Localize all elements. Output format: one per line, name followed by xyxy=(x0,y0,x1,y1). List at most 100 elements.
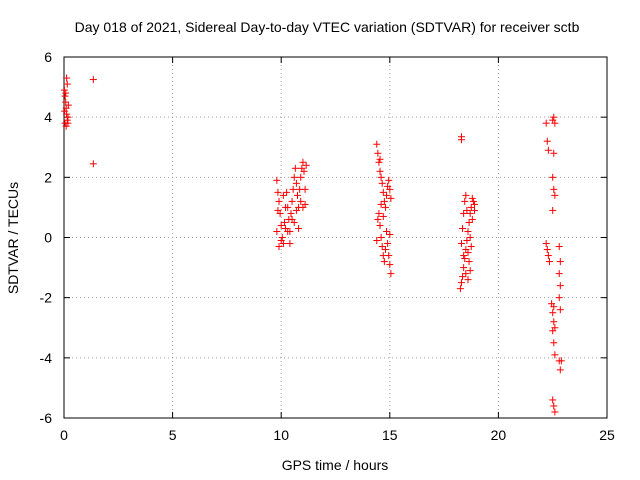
data-point xyxy=(556,258,564,266)
data-point xyxy=(550,318,558,326)
data-point xyxy=(381,246,389,254)
data-point xyxy=(464,276,472,284)
data-point xyxy=(383,227,391,235)
x-tick-label: 25 xyxy=(599,427,615,443)
data-point xyxy=(471,206,479,214)
x-tick-label: 5 xyxy=(169,427,177,443)
data-point xyxy=(556,306,564,314)
data-point xyxy=(375,209,383,217)
data-point xyxy=(376,221,384,229)
data-point xyxy=(468,194,476,202)
data-point xyxy=(275,197,283,205)
y-tick-label: -6 xyxy=(40,410,53,426)
x-tick-label: 10 xyxy=(273,427,289,443)
data-point xyxy=(283,188,291,196)
data-point xyxy=(61,92,69,100)
data-point xyxy=(89,76,97,84)
data-point xyxy=(551,408,559,416)
data-point xyxy=(386,230,394,238)
data-point xyxy=(544,252,552,260)
data-point xyxy=(465,218,473,226)
data-point xyxy=(301,185,309,193)
data-point xyxy=(295,224,303,232)
data-point xyxy=(377,234,385,241)
data-point xyxy=(89,160,97,168)
data-point xyxy=(63,74,71,82)
data-point xyxy=(469,197,477,205)
data-point xyxy=(292,179,300,187)
data-point xyxy=(383,191,391,199)
data-point xyxy=(551,324,559,332)
data-point xyxy=(467,243,475,251)
data-point xyxy=(274,188,282,196)
data-point xyxy=(275,243,283,251)
data-point xyxy=(557,357,565,365)
data-point xyxy=(386,185,394,193)
data-point xyxy=(302,161,310,169)
data-point xyxy=(288,215,296,223)
data-point xyxy=(288,197,296,205)
x-tick-label: 0 xyxy=(60,427,68,443)
data-point xyxy=(550,402,558,410)
data-point xyxy=(379,212,387,220)
data-point xyxy=(60,86,68,94)
data-point xyxy=(299,158,307,166)
data-point xyxy=(374,149,382,157)
data-point xyxy=(377,173,385,181)
data-point xyxy=(277,237,285,245)
data-point xyxy=(385,252,393,260)
data-point xyxy=(289,185,297,193)
data-point xyxy=(549,206,557,214)
data-point xyxy=(63,80,71,88)
data-point xyxy=(274,206,282,214)
data-point xyxy=(465,258,473,266)
data-point xyxy=(291,164,299,172)
data-point xyxy=(550,339,558,347)
data-point xyxy=(551,351,559,359)
data-point xyxy=(464,227,472,235)
data-point xyxy=(374,215,382,223)
data-point xyxy=(542,119,550,127)
data-point xyxy=(300,167,308,175)
data-point xyxy=(378,243,386,251)
data-point xyxy=(64,101,72,109)
data-point xyxy=(286,240,294,248)
data-points xyxy=(60,74,565,416)
data-point xyxy=(468,215,476,223)
data-point xyxy=(549,309,557,317)
data-point xyxy=(284,227,292,235)
data-point xyxy=(278,234,286,241)
data-point xyxy=(280,218,288,226)
data-point xyxy=(549,396,557,404)
data-point xyxy=(62,122,70,130)
data-point xyxy=(459,273,467,281)
data-point xyxy=(550,185,558,193)
data-point xyxy=(290,173,298,181)
data-point xyxy=(64,113,72,121)
data-point xyxy=(545,258,553,266)
data-point xyxy=(471,200,479,208)
data-point xyxy=(456,285,464,293)
axis-ticks: 0 5 10 15 20 25 -6 -4 -2 0 2 4 6 xyxy=(40,49,615,443)
data-point xyxy=(466,209,474,217)
y-tick-label: 0 xyxy=(44,230,52,246)
chart-title: Day 018 of 2021, Sidereal Day-to-day VTE… xyxy=(75,19,580,35)
data-point xyxy=(543,137,551,145)
data-point xyxy=(380,197,388,205)
data-point xyxy=(379,188,387,196)
data-point xyxy=(550,303,558,311)
data-point xyxy=(466,267,474,275)
data-point xyxy=(373,140,381,148)
data-point xyxy=(466,234,474,241)
data-point xyxy=(273,227,281,235)
x-tick-label: 20 xyxy=(491,427,507,443)
data-point xyxy=(378,179,386,187)
y-axis-label: SDTVAR / TECUs xyxy=(5,182,21,294)
data-point xyxy=(550,149,558,157)
data-point xyxy=(284,203,292,211)
data-point xyxy=(555,270,563,278)
data-point xyxy=(373,237,381,245)
data-point xyxy=(464,249,472,257)
data-point xyxy=(376,155,384,163)
data-point xyxy=(64,119,72,127)
